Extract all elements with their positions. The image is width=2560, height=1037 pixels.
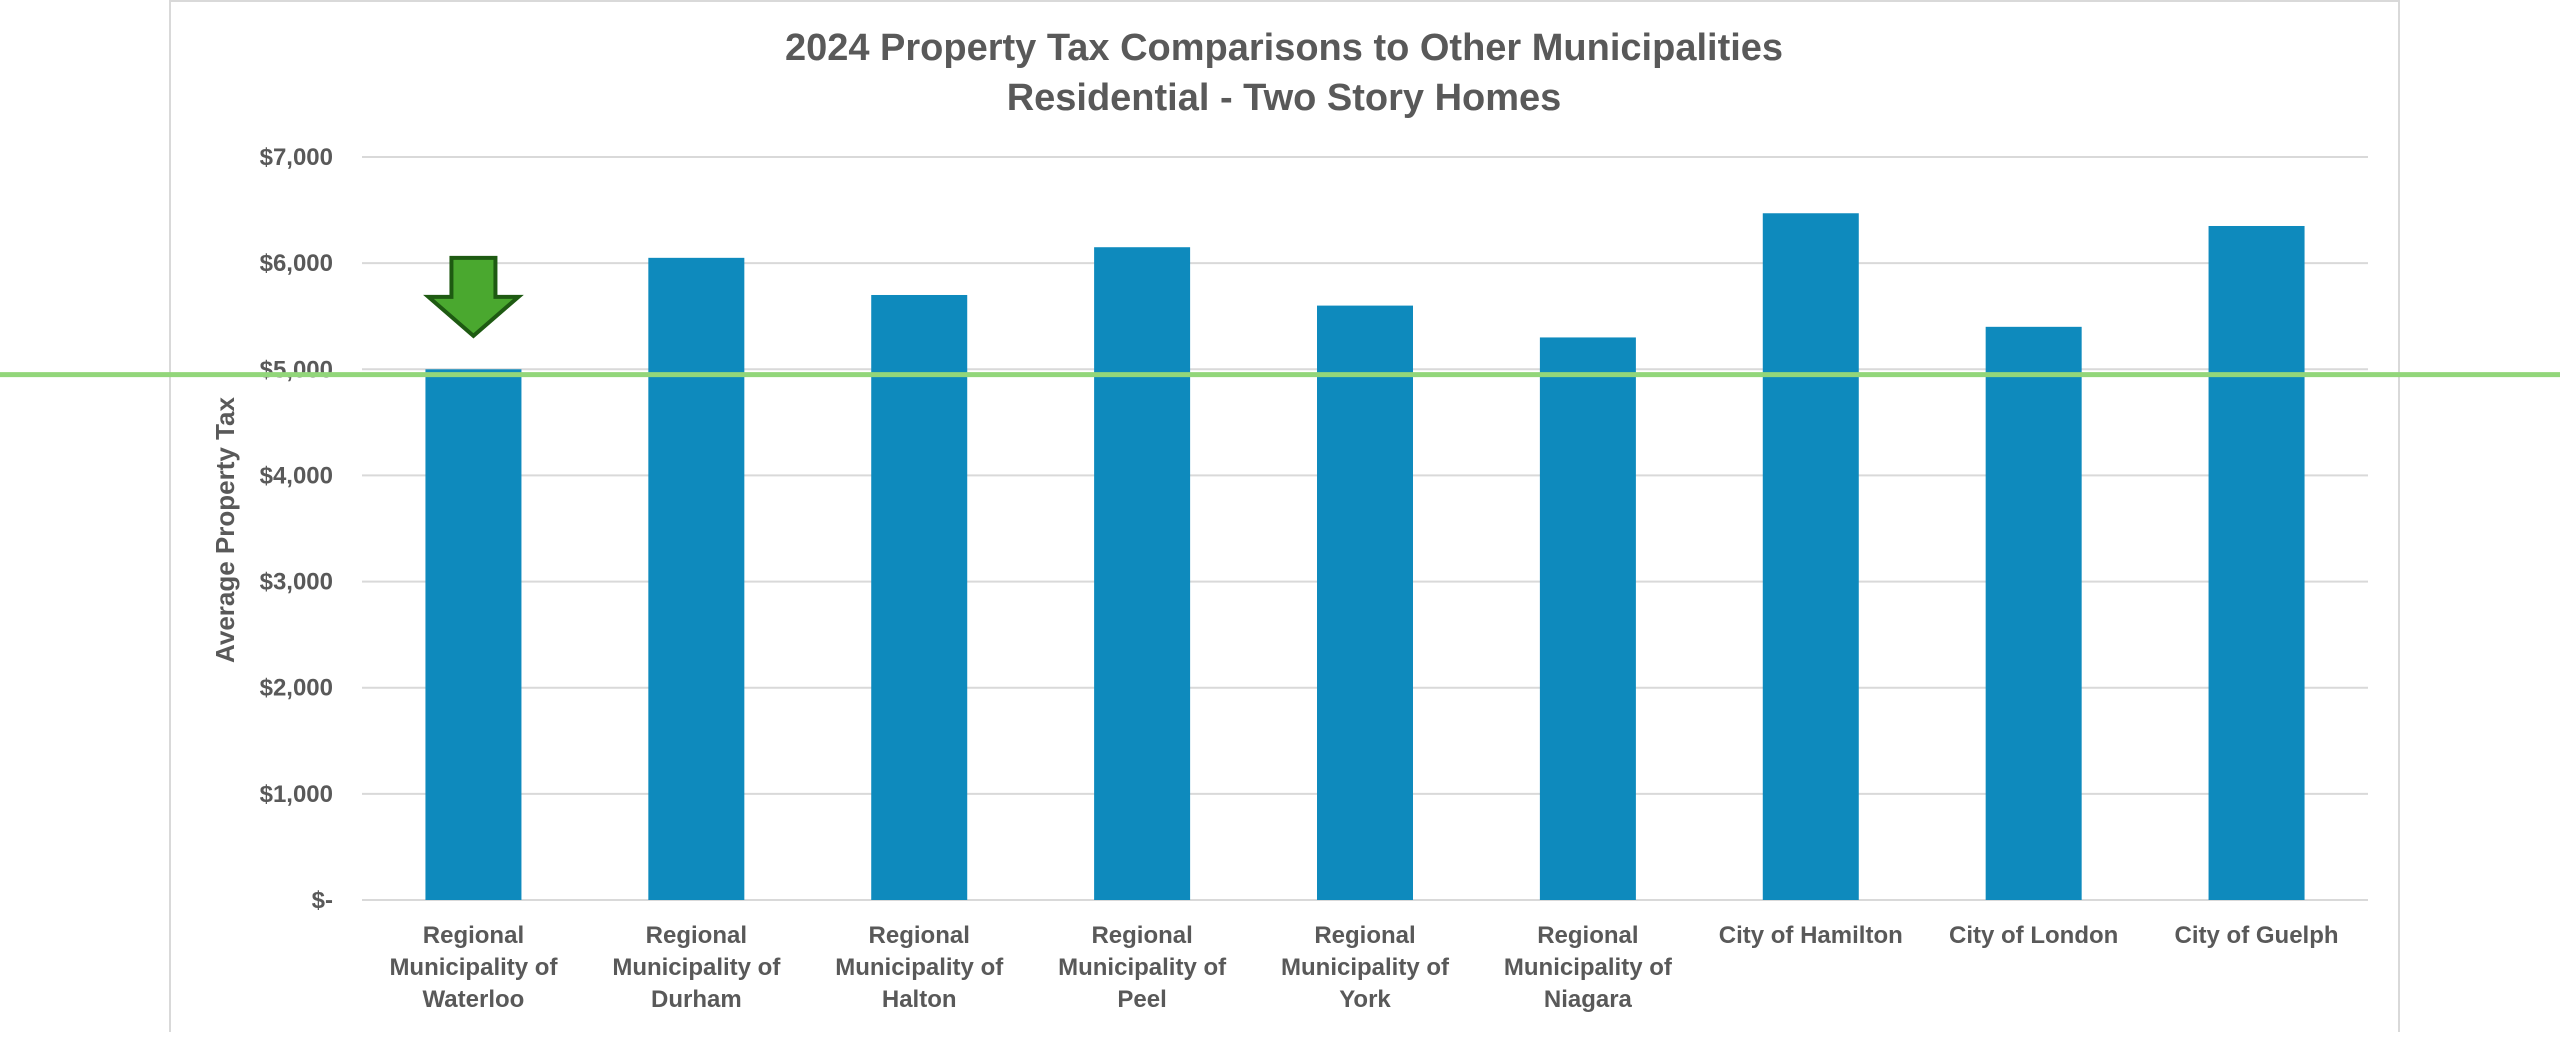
chart-title: 2024 Property Tax Comparisons to Other M… <box>785 27 1783 69</box>
x-tick-label: Regional Municipality of Halton <box>835 922 1004 1013</box>
annotations <box>0 255 2560 378</box>
bar <box>1539 337 1636 900</box>
y-tick-label: $6,000 <box>260 250 333 277</box>
bar <box>1985 326 2082 900</box>
x-tick-label: Regional Municipality of Waterloo <box>389 922 558 1013</box>
chart-subtitle: Residential - Two Story Homes <box>1007 77 1562 119</box>
y-axis-ticks: $- $1,000 $2,000 $3,000 $4,000 $5,000 $6,000 $7… <box>260 144 333 914</box>
x-tick-label: City of London <box>1949 922 2118 949</box>
y-tick-label: $3,000 <box>260 569 333 596</box>
x-tick-label: Regional Municipality of Niagara <box>1504 922 1673 1013</box>
x-tick-label: Regional Municipality of York <box>1281 922 1450 1013</box>
x-tick-label: Regional Municipality of Peel <box>1058 922 1227 1013</box>
y-tick-label: $4,000 <box>260 462 333 489</box>
bar <box>425 369 522 900</box>
bar <box>648 257 745 901</box>
bar <box>2208 225 2305 900</box>
y-axis-title: Average Property Tax <box>210 397 240 663</box>
bar <box>871 294 968 900</box>
down-arrow-icon <box>423 255 524 339</box>
x-axis-categories: Regional Municipality of Waterloo Regional M… <box>389 922 2338 1013</box>
x-tick-label: City of Guelph <box>2175 922 2339 949</box>
y-tick-label: $5,000 <box>260 356 333 383</box>
y-tick-label: $- <box>312 887 333 914</box>
y-tick-label: $7,000 <box>260 144 333 171</box>
x-tick-label: Regional Municipality of Durham <box>612 922 781 1013</box>
bar <box>1317 305 1413 901</box>
y-tick-label: $1,000 <box>260 781 333 808</box>
x-tick-label: City of Hamilton <box>1719 922 1903 949</box>
bars <box>425 213 2305 901</box>
bar <box>1762 213 1859 900</box>
bar <box>1094 247 1191 900</box>
y-tick-label: $2,000 <box>260 675 333 702</box>
